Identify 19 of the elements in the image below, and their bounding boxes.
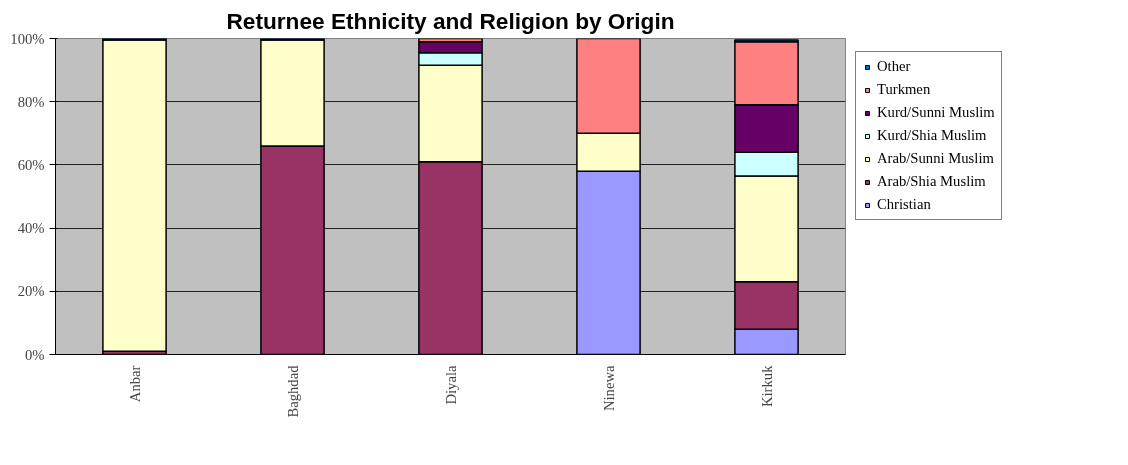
legend-label: Turkmen	[877, 81, 931, 98]
y-tick-label: 60%	[17, 156, 45, 173]
legend-label: Kurd/Sunni Muslim	[877, 104, 995, 121]
legend-label: Kurd/Shia Muslim	[877, 127, 987, 144]
y-tick-label: 0%	[24, 346, 45, 363]
y-tick-label: 80%	[17, 93, 45, 110]
chart-title: Returnee Ethnicity and Religion by Origin	[226, 7, 675, 34]
x-tick-label: Diyala	[442, 365, 459, 405]
y-tick-label: 100%	[10, 30, 45, 47]
x-tick-label: Ninewa	[600, 365, 617, 412]
y-tick-label: 20%	[17, 283, 45, 300]
legend-label: Other	[877, 58, 911, 75]
x-tick-label: Kirkuk	[758, 364, 775, 408]
legend-label: Arab/Sunni Muslim	[877, 150, 994, 167]
legend-label: Arab/Shia Muslim	[877, 173, 986, 190]
legend-label: Christian	[877, 196, 931, 213]
x-tick-label: Anbar	[126, 365, 143, 403]
y-tick-label: 40%	[17, 220, 45, 237]
x-tick-label: Baghdad	[284, 364, 301, 418]
